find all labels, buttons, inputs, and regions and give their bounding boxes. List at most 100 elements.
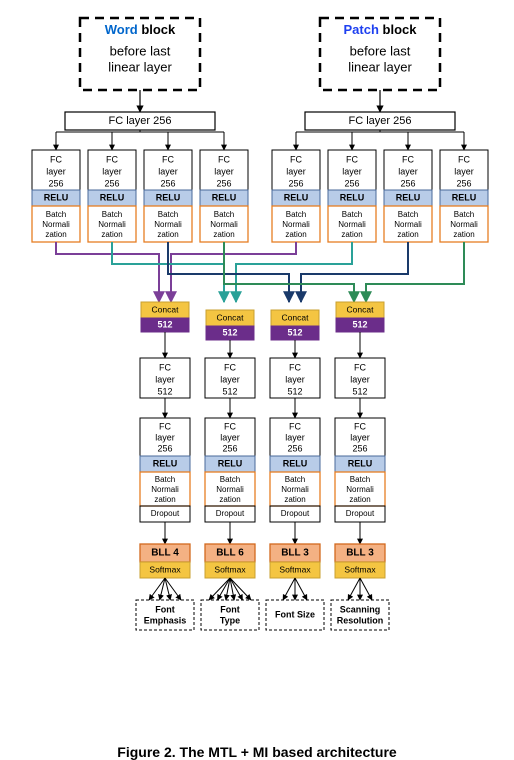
svg-text:Batch: Batch (286, 210, 306, 219)
svg-text:Normali: Normali (154, 220, 182, 229)
svg-text:Font: Font (155, 604, 175, 614)
svg-text:zation: zation (213, 230, 234, 239)
svg-text:512: 512 (222, 386, 237, 396)
figure-caption: Figure 2. The MTL + MI based architectur… (0, 744, 514, 760)
svg-text:zation: zation (157, 230, 178, 239)
svg-text:Scanning: Scanning (340, 604, 381, 614)
svg-text:RELU: RELU (348, 458, 373, 468)
svg-text:256: 256 (352, 443, 367, 453)
svg-text:zation: zation (341, 230, 362, 239)
svg-text:Dropout: Dropout (281, 509, 310, 518)
svg-text:RELU: RELU (452, 192, 477, 202)
svg-text:RELU: RELU (153, 458, 178, 468)
svg-text:512: 512 (222, 327, 237, 337)
svg-text:256: 256 (400, 178, 415, 188)
svg-text:Normali: Normali (98, 220, 126, 229)
svg-text:256: 256 (216, 178, 231, 188)
svg-text:256: 256 (160, 178, 175, 188)
svg-text:linear layer: linear layer (108, 59, 172, 74)
svg-text:512: 512 (352, 319, 367, 329)
svg-text:Resolution: Resolution (337, 615, 384, 625)
svg-text:RELU: RELU (284, 192, 309, 202)
svg-text:zation: zation (284, 495, 305, 504)
svg-text:Dropout: Dropout (216, 509, 245, 518)
svg-text:Softmax: Softmax (149, 564, 181, 574)
svg-text:RELU: RELU (396, 192, 421, 202)
svg-text:layer: layer (155, 374, 175, 384)
svg-text:before last: before last (110, 43, 171, 58)
svg-text:layer: layer (214, 166, 234, 176)
svg-text:Normali: Normali (338, 220, 366, 229)
svg-text:Normali: Normali (394, 220, 422, 229)
svg-text:zation: zation (154, 495, 175, 504)
svg-text:zation: zation (101, 230, 122, 239)
svg-text:FC: FC (106, 154, 118, 164)
svg-text:Batch: Batch (350, 475, 370, 484)
svg-text:FC: FC (458, 154, 470, 164)
svg-text:layer: layer (350, 432, 370, 442)
svg-text:FC: FC (354, 421, 366, 431)
svg-text:RELU: RELU (156, 192, 181, 202)
svg-text:layer: layer (350, 374, 370, 384)
svg-text:layer: layer (285, 374, 305, 384)
svg-text:RELU: RELU (218, 458, 243, 468)
svg-text:FC: FC (346, 154, 358, 164)
svg-text:Normali: Normali (346, 485, 374, 494)
svg-text:zation: zation (219, 495, 240, 504)
svg-text:layer: layer (220, 374, 240, 384)
svg-text:512: 512 (287, 386, 302, 396)
svg-text:Font: Font (220, 604, 240, 614)
svg-text:Normali: Normali (151, 485, 179, 494)
svg-text:layer: layer (342, 166, 362, 176)
svg-text:512: 512 (352, 386, 367, 396)
svg-text:Concat: Concat (152, 304, 180, 314)
svg-text:layer: layer (158, 166, 178, 176)
svg-text:Softmax: Softmax (279, 564, 311, 574)
svg-text:Batch: Batch (214, 210, 234, 219)
svg-text:Normali: Normali (281, 485, 309, 494)
svg-text:256: 256 (48, 178, 63, 188)
svg-text:RELU: RELU (100, 192, 125, 202)
svg-text:linear layer: linear layer (348, 59, 412, 74)
svg-text:Batch: Batch (102, 210, 122, 219)
svg-text:FC: FC (50, 154, 62, 164)
svg-text:FC: FC (402, 154, 414, 164)
svg-text:Dropout: Dropout (346, 509, 375, 518)
svg-text:Softmax: Softmax (214, 564, 246, 574)
svg-text:zation: zation (453, 230, 474, 239)
svg-text:Concat: Concat (217, 312, 245, 322)
svg-text:FC: FC (354, 362, 366, 372)
svg-text:layer: layer (155, 432, 175, 442)
svg-text:FC: FC (289, 362, 301, 372)
svg-text:layer: layer (454, 166, 474, 176)
svg-text:Emphasis: Emphasis (144, 615, 187, 625)
svg-text:Concat: Concat (347, 304, 375, 314)
svg-text:zation: zation (349, 495, 370, 504)
svg-text:512: 512 (287, 327, 302, 337)
svg-text:Concat: Concat (282, 312, 310, 322)
svg-text:Batch: Batch (158, 210, 178, 219)
svg-text:BLL 3: BLL 3 (346, 548, 374, 559)
svg-text:FC layer 256: FC layer 256 (109, 115, 172, 127)
svg-text:Batch: Batch (454, 210, 474, 219)
svg-text:FC: FC (224, 362, 236, 372)
svg-text:layer: layer (102, 166, 122, 176)
svg-text:RELU: RELU (212, 192, 237, 202)
svg-text:RELU: RELU (340, 192, 365, 202)
svg-text:256: 256 (288, 178, 303, 188)
svg-text:Patch block: Patch block (344, 22, 418, 37)
svg-text:FC: FC (290, 154, 302, 164)
svg-text:Normali: Normali (216, 485, 244, 494)
svg-text:RELU: RELU (44, 192, 69, 202)
svg-text:Softmax: Softmax (344, 564, 376, 574)
svg-text:Dropout: Dropout (151, 509, 180, 518)
svg-text:256: 256 (104, 178, 119, 188)
svg-text:256: 256 (287, 443, 302, 453)
svg-text:FC: FC (159, 362, 171, 372)
svg-text:RELU: RELU (283, 458, 308, 468)
svg-text:BLL 4: BLL 4 (151, 548, 179, 559)
svg-text:layer: layer (398, 166, 418, 176)
svg-text:BLL 3: BLL 3 (281, 548, 309, 559)
svg-text:FC: FC (162, 154, 174, 164)
svg-text:layer: layer (286, 166, 306, 176)
